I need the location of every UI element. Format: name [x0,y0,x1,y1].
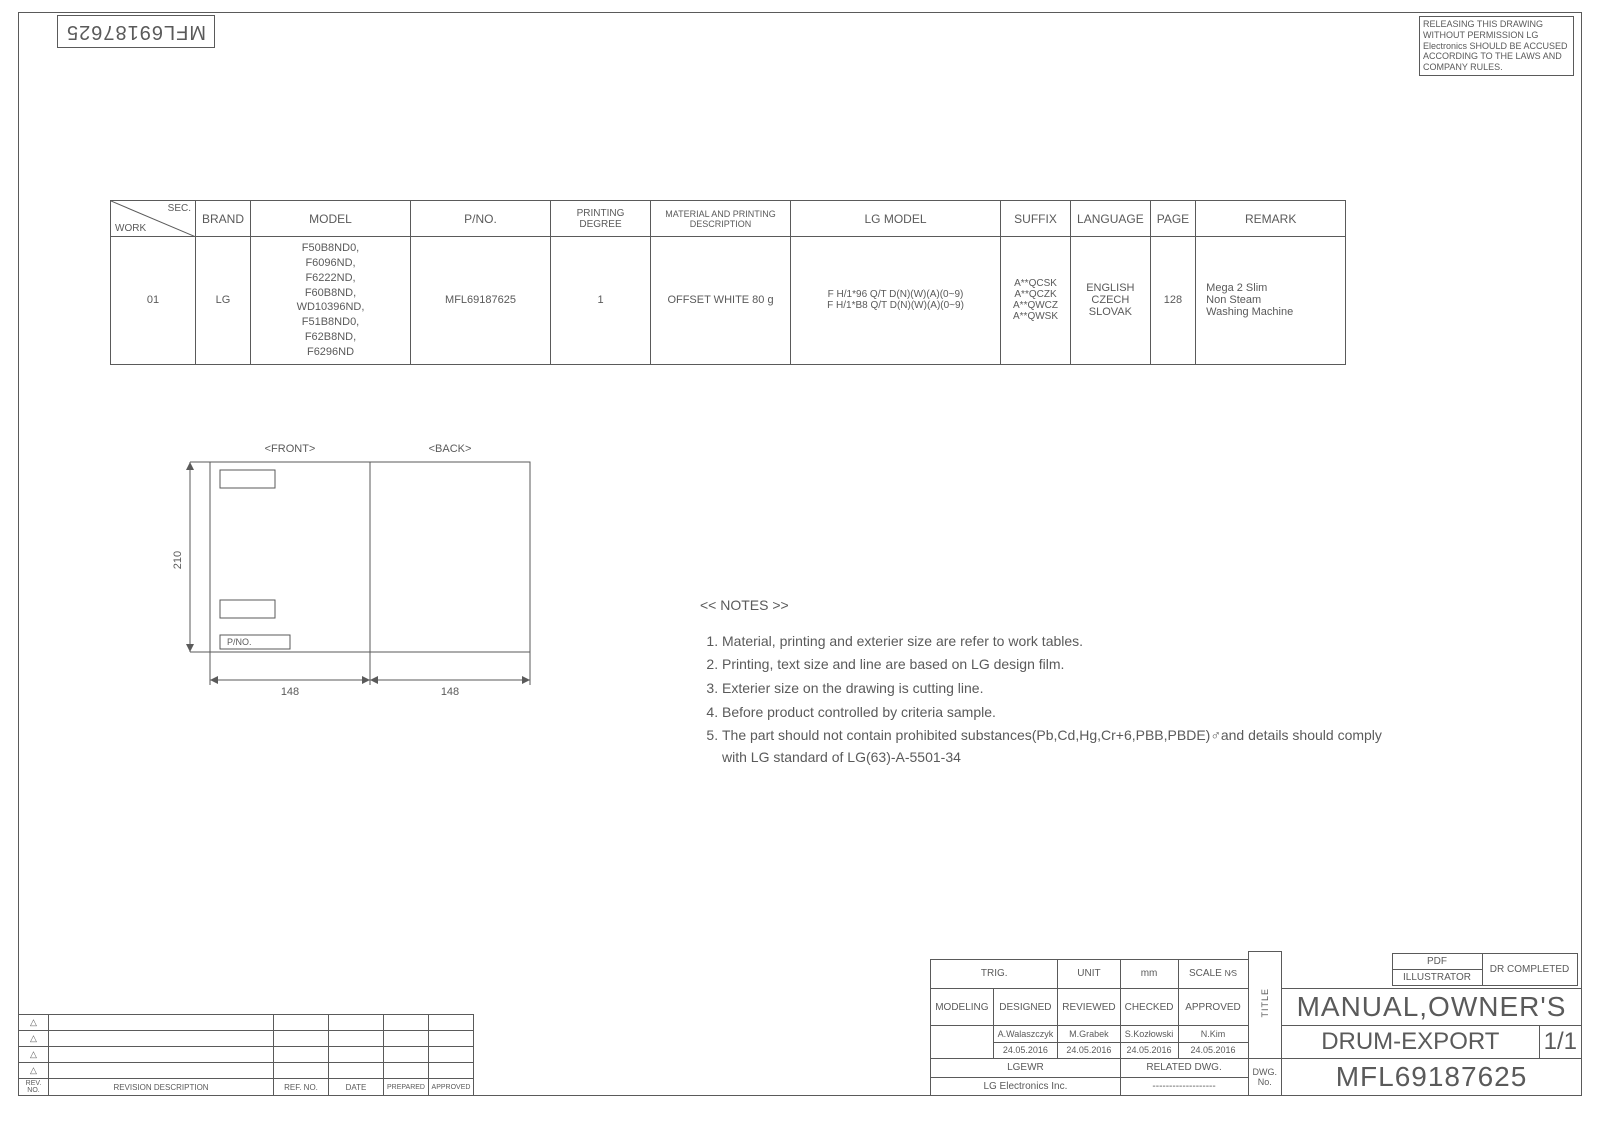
rev-head-row: REV. NO. REVISION DESCRIPTION REF. NO. D… [19,1079,474,1096]
scale-label: SCALE [1189,968,1222,979]
c-lgmodel: F H/1*96 Q/T D(N)(W)(A)(0~9) F H/1*B8 Q/… [791,237,1001,365]
note-item: The part should not contain prohibited s… [722,725,1400,768]
notes-block: << NOTES >> Material, printing and exter… [700,595,1400,771]
h-pno: P/NO. [411,201,551,237]
dim-h: 210 [172,551,184,569]
name-checked: S.Kozłowski [1120,1026,1178,1043]
name-reviewed: M.Grabek [1058,1026,1120,1043]
spec-data-row: 01 LG F50B8ND0, F6096ND, F6222ND, F60B8N… [111,237,1346,365]
rev-h-desc: REVISION DESCRIPTION [49,1079,274,1096]
h-page: PAGE [1150,201,1195,237]
rev-tri [19,1031,49,1047]
diag-cell: SEC. WORK [111,201,196,237]
approved-label: APPROVED [1178,989,1248,1026]
c-model: F50B8ND0, F6096ND, F6222ND, F60B8ND, WD1… [251,237,411,365]
lgewr-label: LGEWR [931,1059,1120,1078]
back-label: <BACK> [429,443,472,455]
designed-label: DESIGNED [993,989,1058,1026]
related-dwg-label: RELATED DWG. [1120,1059,1248,1078]
c-lang: ENGLISH CZECH SLOVAK [1071,237,1151,365]
spec-table: SEC. WORK BRAND MODEL P/NO. PRINTING DEG… [110,200,1346,365]
note-item: Before product controlled by criteria sa… [722,702,1400,724]
c-mat: OFFSET WHITE 80 g [651,237,791,365]
title-vertical: TITLE [1260,988,1270,1018]
diag-work: WORK [115,223,146,234]
note-item: Printing, text size and line are based o… [722,654,1400,676]
title-line1: MANUAL,OWNER'S [1282,989,1582,1026]
dim-w1: 148 [281,686,299,698]
pdf-label: PDF [1392,954,1482,970]
modeling-label: MODELING [931,989,993,1026]
date-reviewed: 24.05.2016 [1058,1042,1120,1059]
rev-tri [19,1015,49,1031]
rev-h-appr: APPROVED [429,1079,474,1096]
title-block: TITLE PDF DR COMPLETED ILLUSTRATOR TRIG.… [930,951,1582,1097]
date-checked: 24.05.2016 [1120,1042,1178,1059]
name-approved: N.Kim [1178,1026,1248,1043]
illustrator-label: ILLUSTRATOR [1392,970,1482,986]
dr-completed: DR COMPLETED [1482,954,1577,986]
h-lgmodel: LG MODEL [791,201,1001,237]
front-label: <FRONT> [265,443,316,455]
c-pno: MFL69187625 [411,237,551,365]
dwg-no-label: DWG. No. [1248,1059,1282,1096]
c-brand: LG [196,237,251,365]
lgei-label: LG Electronics Inc. [931,1077,1120,1096]
h-brand: BRAND [196,201,251,237]
title-line2: DRUM-EXPORT [1282,1026,1540,1059]
reviewed-label: REVIEWED [1058,989,1120,1026]
notes-title: << NOTES >> [700,595,1400,617]
h-prtdeg: PRINTING DEGREE [551,201,651,237]
h-lang: LANGUAGE [1071,201,1151,237]
diag-sec: SEC. [168,203,191,214]
note-item: Material, printing and exterier size are… [722,631,1400,653]
trig-label: TRIG. [931,959,1058,988]
c-remark: Mega 2 Slim Non Steam Washing Machine [1196,237,1346,365]
mm-label: mm [1120,959,1178,988]
revision-block: REV. NO. REVISION DESCRIPTION REF. NO. D… [18,1014,474,1096]
h-remark: REMARK [1196,201,1346,237]
dwg-number: MFL69187625 [1282,1059,1582,1096]
c-page: 128 [1150,237,1195,365]
rev-h-date: DATE [329,1079,384,1096]
dim-w2: 148 [441,686,459,698]
related-dwg-val: ------------------- [1120,1077,1248,1096]
rev-tri [19,1047,49,1063]
rev-tri [19,1063,49,1079]
rotated-part-number: MFL69187625 [57,15,215,48]
note-item: Exterier size on the drawing is cutting … [722,678,1400,700]
pno-label: P/NO. [227,637,252,647]
rev-h-ref: REF. NO. [274,1079,329,1096]
c-suffix: A**QCSK A**QCZK A**QWCZ A**QWSK [1001,237,1071,365]
rev-h-no: REV. NO. [19,1079,49,1096]
booklet-diagram: <FRONT> <BACK> P/NO. 210 148 148 [155,440,545,720]
h-mat: MATERIAL AND PRINTING DESCRIPTION [651,201,791,237]
c-work: 01 [111,237,196,365]
spec-header-row: SEC. WORK BRAND MODEL P/NO. PRINTING DEG… [111,201,1346,237]
h-suffix: SUFFIX [1001,201,1071,237]
rev-h-prep: PREPARED [384,1079,429,1096]
legal-notice: RELEASING THIS DRAWING WITHOUT PERMISSIO… [1419,16,1574,76]
h-model: MODEL [251,201,411,237]
c-prtdeg: 1 [551,237,651,365]
notes-list: Material, printing and exterier size are… [700,631,1400,769]
name-designed: A.Walaszczyk [993,1026,1058,1043]
date-approved: 24.05.2016 [1178,1042,1248,1059]
checked-label: CHECKED [1120,989,1178,1026]
unit-label: UNIT [1058,959,1120,988]
date-designed: 24.05.2016 [993,1042,1058,1059]
sheet-no: 1/1 [1539,1026,1581,1059]
